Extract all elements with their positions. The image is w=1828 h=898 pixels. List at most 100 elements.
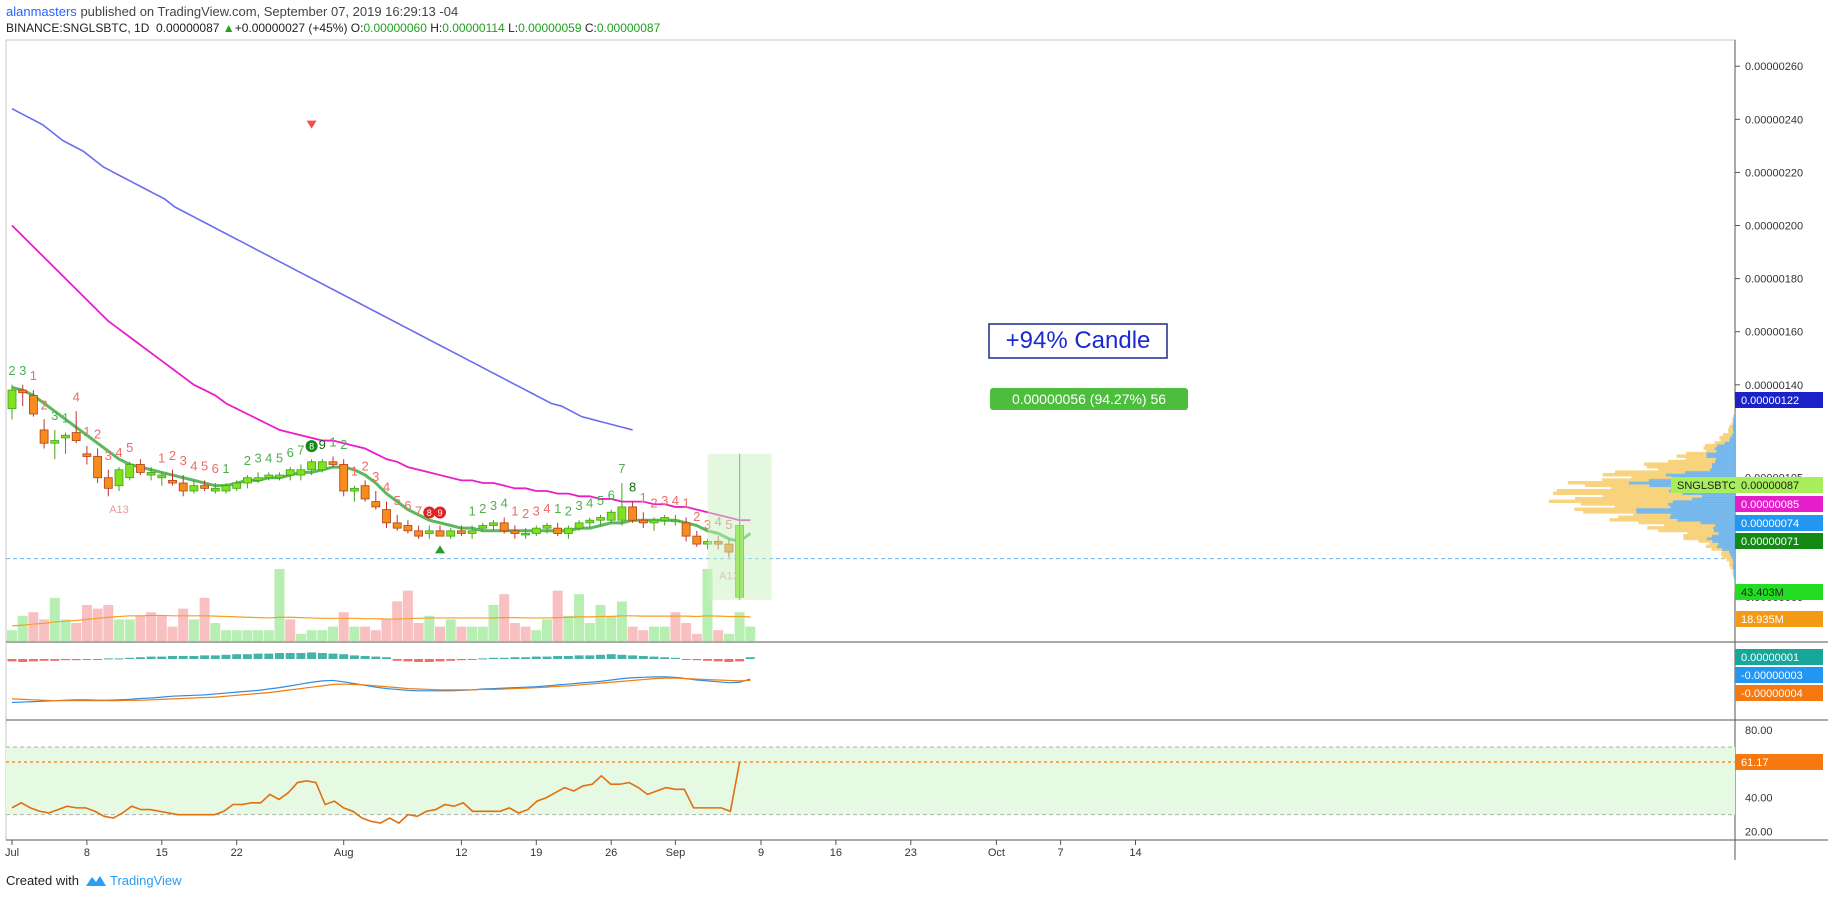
macd-histogram-bar	[264, 653, 274, 659]
candle-body	[531, 527, 541, 534]
publisher-name[interactable]: alanmasters	[6, 4, 77, 19]
rsi-tick-label: 40.00	[1745, 793, 1773, 805]
candle-body	[339, 464, 349, 492]
macd-histogram-bar	[446, 659, 456, 661]
time-tick-label: Aug	[334, 847, 354, 859]
candle-body	[28, 395, 38, 415]
macd-signal-line	[11, 677, 751, 702]
footer: Created with TradingView	[6, 873, 182, 888]
candle-body	[82, 453, 92, 457]
macd-histogram-bar	[521, 657, 531, 659]
td-count-label: 4	[672, 493, 679, 508]
candle-body	[93, 456, 102, 479]
volume-bar	[670, 612, 681, 641]
volume-bar	[456, 626, 467, 641]
volume-bar	[135, 615, 146, 641]
ma-green-line	[11, 386, 752, 544]
macd-histogram-bar	[18, 659, 28, 662]
volume-profile-bar	[1733, 417, 1735, 421]
triangle-down-icon	[306, 120, 317, 129]
td-count-label: 2	[565, 504, 572, 519]
macd-histogram-bar	[253, 653, 263, 659]
volume-bar	[60, 619, 71, 641]
volume-bar	[338, 612, 349, 641]
candle-body	[157, 474, 167, 479]
macd-histogram-bar	[103, 658, 113, 660]
macd-histogram-bar	[628, 655, 638, 659]
td-count-label: 4	[383, 480, 390, 495]
price-tick-label: 0.00000160	[1745, 327, 1803, 339]
badge-bg	[1735, 477, 1823, 493]
volume-profile-bar	[1731, 555, 1735, 559]
td-count-label: 3	[661, 493, 668, 508]
volume-profile-bar	[1706, 454, 1735, 458]
macd-histogram-bar	[114, 658, 124, 660]
volume-profile-bar	[1700, 520, 1735, 525]
td-count-label: 4	[115, 445, 122, 460]
volume-bar	[584, 623, 595, 641]
time-tick-label: Jul	[5, 847, 19, 859]
badge-text: 0.00000122	[1741, 395, 1799, 407]
volume-bar	[681, 623, 692, 641]
volume-bar	[616, 601, 627, 641]
volume-profile-bar	[1732, 563, 1735, 567]
volume-profile-bar	[1730, 435, 1735, 440]
volume-profile-bar	[1665, 473, 1735, 477]
time-tick-label: 16	[830, 847, 842, 859]
symbol-label: BINANCE:SNGLSBTC, 1D	[6, 21, 150, 35]
time-tick-label: 23	[905, 847, 917, 859]
candle-body	[628, 506, 637, 521]
volume-profile-bar	[1714, 441, 1725, 445]
candle-body	[135, 464, 145, 473]
td-count-label: 2	[244, 453, 251, 468]
volume-bar	[28, 612, 39, 641]
td-dot-marker	[434, 506, 446, 519]
td-count-label: 2	[522, 506, 529, 521]
badge-text: 0.00000087	[1741, 480, 1799, 492]
td-count-label: 4	[190, 458, 197, 473]
volume-profile-bar	[1733, 573, 1735, 578]
volume-profile-bar	[1717, 443, 1735, 448]
volume-profile-bar	[1732, 571, 1734, 575]
volume-profile-bar	[1720, 438, 1730, 442]
volume-profile-bar	[1734, 576, 1735, 580]
volume-profile-bar	[1556, 488, 1669, 493]
macd-histogram-bar	[285, 653, 295, 659]
macd-histogram-bar	[317, 653, 327, 659]
volume-profile-bar	[1574, 507, 1637, 511]
candle-body	[7, 389, 17, 410]
candle-body	[606, 511, 616, 521]
badge-bg	[1735, 753, 1823, 770]
tradingview-brand[interactable]: TradingView	[110, 873, 182, 888]
td-count-label: 5	[276, 450, 283, 465]
rsi-badge: 61.17	[1735, 753, 1823, 770]
volume-bar	[7, 630, 17, 641]
volume-profile-bar	[1636, 510, 1735, 514]
volume-bar	[402, 590, 413, 641]
td-count-label: 1	[329, 434, 336, 449]
macd-histogram-bar	[531, 656, 541, 659]
price-tick-label: 0.00000240	[1745, 114, 1803, 126]
volume-bar	[263, 630, 274, 641]
macd-histogram-bar	[200, 655, 210, 659]
candle-body	[553, 527, 563, 534]
volume-bar	[659, 626, 670, 641]
volume-profile-bar	[1733, 571, 1735, 575]
macd-badge: 0.00000001	[1735, 649, 1823, 665]
volume-bar	[178, 608, 189, 641]
tradingview-logo-icon	[85, 876, 106, 886]
volume-profile-bar	[1734, 412, 1735, 416]
macd-histogram-bar	[157, 656, 167, 659]
candle-body	[242, 477, 252, 484]
macd-histogram-bar	[392, 659, 402, 661]
td-dot-label: 8	[309, 442, 314, 452]
td-count-label: 2	[94, 427, 101, 442]
ma-blue-line	[11, 108, 633, 431]
low-value: 0.00000059	[518, 21, 582, 35]
volume-profile-bar	[1614, 504, 1671, 509]
volume-profile-bar	[1722, 433, 1732, 437]
volume-bar	[146, 612, 157, 641]
badge-bg	[1735, 515, 1823, 531]
